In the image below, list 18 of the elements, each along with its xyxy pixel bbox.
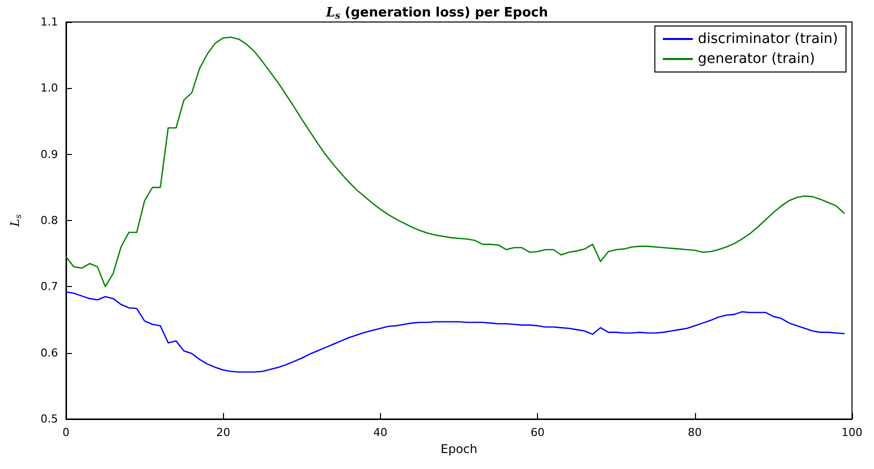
x-tick-label: 20 (216, 426, 230, 439)
y-axis-title: Ls (8, 214, 23, 228)
y-tick-label: 0.5 (40, 412, 58, 426)
y-tick-label: 0.8 (40, 214, 58, 227)
x-axis-title: Epoch (440, 442, 478, 456)
x-tick-label: 40 (373, 426, 388, 439)
line-series (65, 291, 845, 373)
x-tick-label: 60 (530, 426, 545, 439)
y-tick-label: 1.0 (40, 82, 58, 95)
x-tick-label: 80 (688, 426, 702, 439)
y-tick-label: 0.6 (40, 346, 58, 360)
y-tick-label: 1.1 (40, 16, 58, 28)
y-tick-label: 0.7 (40, 280, 58, 294)
x-tick-label: 100 (842, 426, 862, 439)
legend-label: discriminator (train) (698, 31, 838, 47)
legend-label: generator (train) (698, 51, 815, 67)
y-tick-label: 0.9 (40, 148, 58, 161)
x-tick-label: 0 (62, 426, 70, 439)
